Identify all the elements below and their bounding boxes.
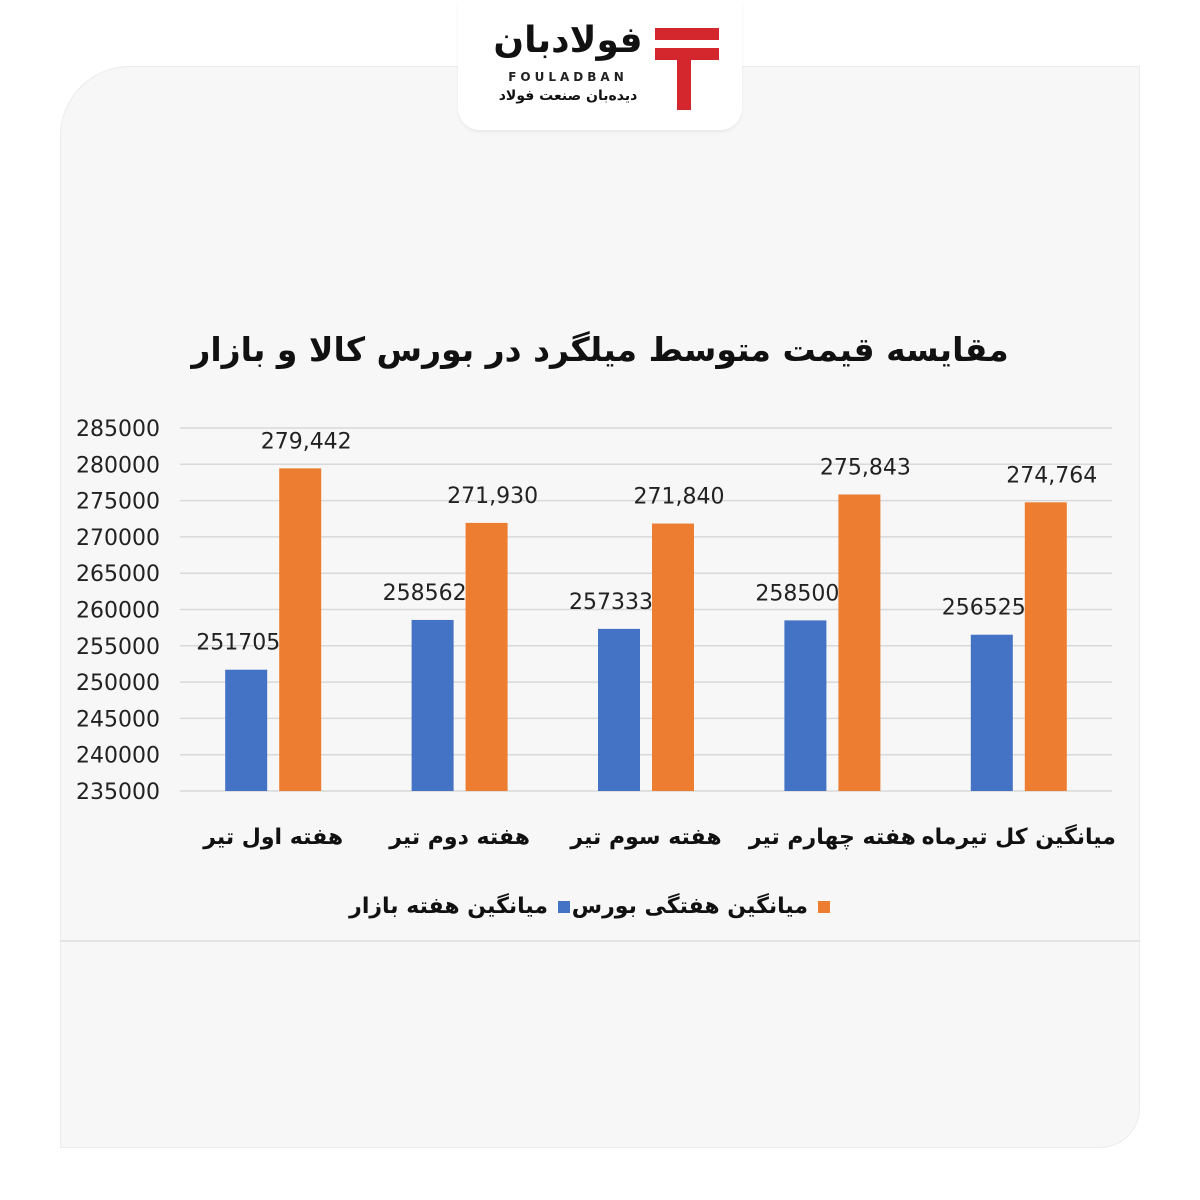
y-tick-label: 260000 xyxy=(76,599,160,624)
data-label-exchange: 275,843 xyxy=(820,455,911,480)
logo-name: فولادبان xyxy=(493,20,643,61)
data-label-market: 256525 xyxy=(942,596,1026,621)
y-tick-label: 245000 xyxy=(76,707,160,732)
legend-item-exchange: میانگین هفتگی بورس xyxy=(572,894,830,919)
y-tick-label: 285000 xyxy=(76,417,160,442)
data-label-exchange: 279,442 xyxy=(261,429,352,454)
data-label-market: 258562 xyxy=(383,581,467,606)
y-tick-label: 280000 xyxy=(76,453,160,478)
legend-label-market: میانگین هفته بازار xyxy=(349,894,548,919)
data-label-market: 251705 xyxy=(196,631,280,656)
bar-market xyxy=(411,619,454,791)
legend-label-exchange: میانگین هفتگی بورس xyxy=(571,894,808,919)
y-tick-label: 255000 xyxy=(76,635,160,660)
bar-market xyxy=(598,628,640,791)
bar-exchange xyxy=(1024,502,1067,791)
logo-tagline: دیده‌بان صنعت فولاد xyxy=(498,88,638,104)
data-label-exchange: 274,764 xyxy=(1006,463,1097,488)
chart-legend: میانگین هفتگی بورس میانگین هفته بازار xyxy=(0,894,1200,926)
divider xyxy=(60,940,1140,942)
y-tick-label: 235000 xyxy=(76,780,160,805)
category-label: هفته دوم تیر xyxy=(388,825,530,850)
data-label-exchange: 271,840 xyxy=(634,485,725,510)
y-tick-label: 240000 xyxy=(76,744,160,769)
bar-exchange xyxy=(465,522,508,791)
category-label: هفته اول تیر xyxy=(202,825,343,850)
logo-latin-name: FOULADBAN xyxy=(508,70,628,84)
bar-exchange xyxy=(838,494,881,791)
y-tick-label: 265000 xyxy=(76,562,160,587)
category-label: میانگین کل تیرماه xyxy=(922,823,1116,850)
bar-market xyxy=(225,669,268,791)
bar-exchange xyxy=(652,523,694,791)
data-label-market: 257333 xyxy=(569,590,653,615)
legend-swatch-exchange xyxy=(818,900,830,913)
category-label: هفته چهارم تیر xyxy=(748,825,916,850)
category-label: هفته سوم تیر xyxy=(569,825,721,850)
content-card xyxy=(60,66,1140,1148)
fouladban-logo-icon xyxy=(655,28,719,110)
legend-swatch-market xyxy=(558,900,570,913)
y-tick-label: 270000 xyxy=(76,526,160,551)
legend-item-market: میانگین هفته بازار xyxy=(349,894,570,919)
y-tick-label: 275000 xyxy=(76,490,160,515)
bar-market xyxy=(970,634,1013,791)
chart-title: مقایسه قیمت متوسط میلگرد در بورس کالا و … xyxy=(191,330,1009,369)
logo-panel xyxy=(458,0,742,130)
data-label-exchange: 271,930 xyxy=(447,484,538,509)
y-tick-label: 250000 xyxy=(76,671,160,696)
bar-market xyxy=(784,620,827,791)
data-label-market: 258500 xyxy=(755,581,839,606)
bar-exchange xyxy=(279,468,322,791)
